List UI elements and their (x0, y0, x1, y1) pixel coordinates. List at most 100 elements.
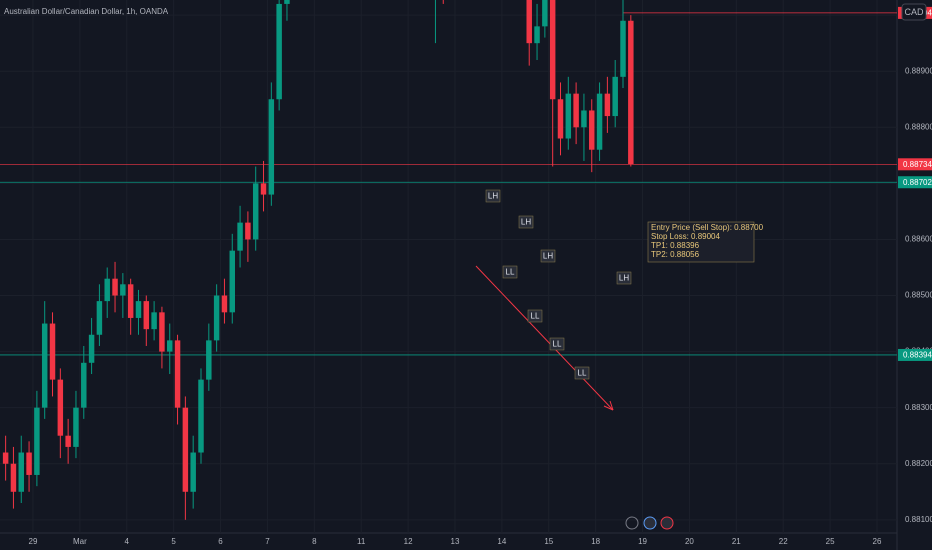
x-tick-label: 20 (685, 537, 694, 546)
candle-body (565, 93, 572, 139)
candle-body (73, 407, 79, 447)
candle-body (65, 435, 71, 447)
y-tick-label: 0.88100 (905, 515, 932, 524)
x-tick-label: 14 (497, 537, 506, 546)
currency-label: CAD (904, 7, 924, 17)
x-tick-label: 22 (779, 537, 788, 546)
candle-body (88, 334, 95, 363)
swing-label: LL (578, 369, 587, 378)
arrow-head (603, 400, 614, 411)
candle-body (534, 26, 540, 44)
candle-body (526, 0, 532, 44)
candle-body (252, 183, 259, 240)
y-tick-label: 0.88600 (905, 235, 932, 244)
candle-body (628, 20, 634, 165)
swing-box (527, 309, 543, 323)
x-tick-label: 12 (404, 537, 413, 546)
swing-box (502, 265, 518, 279)
note-line: TP2: 0.88056 (651, 250, 700, 259)
x-tick-label: 7 (265, 537, 270, 546)
price-tag-label: 0.88394 (903, 351, 932, 360)
swing-box (616, 271, 632, 285)
swing-label: LL (506, 268, 515, 277)
price-tag-label: 0.88702 (903, 178, 932, 187)
candle-body (612, 76, 618, 117)
x-tick-label: Mar (73, 537, 87, 546)
candle-body (57, 379, 64, 436)
candle-body (10, 463, 17, 492)
candle-body (260, 183, 267, 195)
y-tick-label: 0.88500 (905, 291, 932, 300)
trend-arrow (475, 265, 614, 411)
price-tag (898, 176, 932, 189)
x-tick-label: 29 (29, 537, 38, 546)
y-tick-label: 0.88800 (905, 122, 932, 131)
candle-body (276, 3, 282, 100)
event-icon[interactable] (625, 516, 639, 530)
candle-body (549, 0, 556, 100)
candle-body (18, 452, 24, 492)
x-tick-label: 26 (873, 537, 882, 546)
candle-body (221, 295, 228, 313)
swing-labels: LH LH LH LL LL LL LL LH (485, 189, 632, 380)
swing-label: LH (488, 192, 498, 201)
swing-label: LH (521, 218, 531, 227)
note-line: Stop Loss: 0.89004 (651, 232, 720, 241)
event-icon[interactable] (643, 516, 657, 530)
candle-body (34, 407, 40, 475)
price-tag (898, 348, 932, 361)
candle-body (182, 407, 189, 492)
candle-body (127, 284, 134, 318)
y-tick-label: 0.88900 (905, 66, 932, 75)
price-tag (898, 158, 932, 171)
note-box (647, 221, 755, 263)
price-tag-label: 0.88734 (903, 160, 932, 169)
candle-body (96, 301, 103, 335)
candle-body (159, 312, 165, 352)
candle-body (2, 452, 9, 464)
x-tick-label: 5 (171, 537, 176, 546)
x-tick-label: 15 (544, 537, 553, 546)
candle-body (143, 301, 150, 330)
candle-body (26, 452, 32, 475)
candle-body (213, 295, 220, 341)
candle-body (174, 340, 181, 408)
currency-button[interactable] (901, 3, 927, 21)
y-tick-label: 0.88200 (905, 459, 932, 468)
y-tick-label: 0.88300 (905, 403, 932, 412)
swing-label: LL (531, 312, 540, 321)
candle-body (268, 99, 275, 195)
swing-label: LH (543, 252, 553, 261)
candle-body (604, 93, 611, 117)
candle-body (542, 0, 548, 27)
candle-body (581, 110, 587, 128)
candle-body (81, 362, 87, 408)
candle-body (135, 301, 142, 318)
candle-body (206, 340, 212, 380)
x-tick-label: 21 (732, 537, 741, 546)
candle-body (245, 222, 251, 240)
swing-label: LL (553, 340, 562, 349)
candle-body (41, 323, 48, 408)
candle-body (557, 99, 564, 139)
chart-title: Australian Dollar/Canadian Dollar, 1h, O… (4, 7, 169, 16)
x-tick-label: 13 (451, 537, 460, 546)
swing-box (549, 337, 565, 351)
x-tick-label: 25 (826, 537, 835, 546)
swing-box (540, 249, 556, 263)
candle-body (596, 93, 603, 150)
swing-box (574, 366, 590, 380)
candle-body (589, 110, 595, 150)
note-line: TP1: 0.88396 (651, 241, 700, 250)
note-line: Entry Price (Sell Stop): 0.88700 (651, 223, 764, 232)
candle-body (237, 222, 243, 251)
candle-body (104, 278, 110, 302)
x-tick-label: 18 (591, 537, 600, 546)
x-tick-label: 8 (312, 537, 317, 546)
event-icon[interactable] (660, 516, 674, 530)
candle-body (284, 0, 290, 4)
candle-body (151, 312, 157, 330)
